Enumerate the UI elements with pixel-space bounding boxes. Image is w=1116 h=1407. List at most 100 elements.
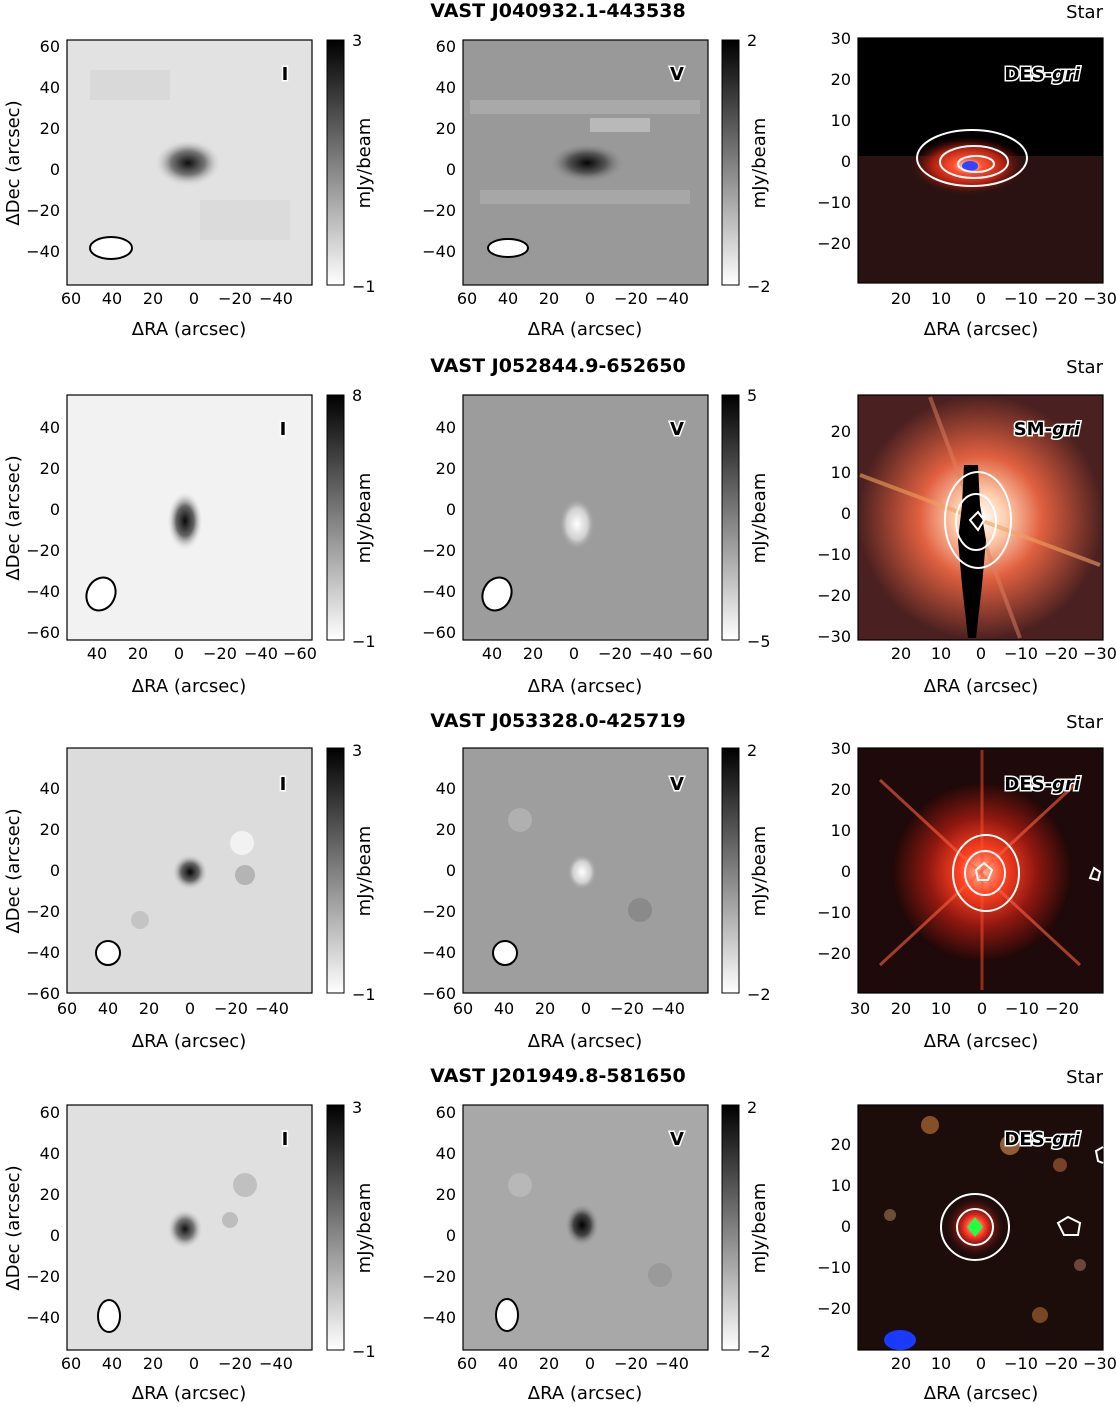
classification-label: Star	[1066, 712, 1103, 733]
stokes-i-panel: I 60 40 20 0 −20 −40 60 40 20 0 −20 −40	[3, 37, 313, 340]
svg-text:−2: −2	[747, 985, 771, 1004]
x-axis-label: ΔRA (arcsec)	[924, 676, 1038, 697]
x-axis-ticks: 20 10 0 −10 −20 −30	[891, 1354, 1116, 1373]
svg-text:20: 20	[831, 1135, 851, 1154]
x-axis-ticks: 40 20 0 −20 −40 −60	[482, 644, 713, 663]
svg-text:40: 40	[436, 1144, 456, 1163]
svg-text:20: 20	[436, 459, 456, 478]
svg-text:−30: −30	[817, 627, 851, 646]
svg-text:20: 20	[891, 1354, 911, 1373]
svg-text:40: 40	[98, 999, 118, 1018]
row-title: VAST J052844.9-652650	[430, 355, 686, 377]
x-axis-label: ΔRA (arcsec)	[528, 1031, 642, 1052]
svg-text:−20: −20	[817, 1299, 851, 1318]
x-axis-ticks: 60 40 20 0 −20 −40	[57, 999, 289, 1018]
svg-text:20: 20	[143, 1354, 163, 1373]
stokes-i-colorbar: 3 −1 mJy/beam	[326, 1098, 376, 1361]
svg-text:−20: −20	[817, 586, 851, 605]
svg-text:−40: −40	[422, 582, 456, 601]
contour	[1056, 1215, 1082, 1236]
x-axis-label: ΔRA (arcsec)	[132, 1383, 246, 1404]
svg-text:0: 0	[841, 152, 851, 171]
svg-text:2: 2	[747, 741, 757, 760]
row-2: VAST J052844.9-652650 Star I	[0, 355, 1116, 710]
svg-text:−40: −40	[259, 1354, 293, 1373]
classification-label: Star	[1066, 1067, 1103, 1088]
svg-text:−20: −20	[26, 1267, 60, 1286]
stokes-v-colorbar: 2 −2 mJy/beam	[721, 31, 771, 296]
svg-text:0: 0	[585, 289, 595, 308]
row-panels: I 60 40 20 0 −20 −40 60 40 20 0 −20 −40	[3, 29, 1116, 340]
svg-text:30: 30	[850, 999, 870, 1018]
row-panels: I 60 40 20 0 −20 −40 60 40 20 0 −20 −40	[3, 1098, 1116, 1404]
svg-text:−20: −20	[26, 201, 60, 220]
svg-text:40: 40	[436, 78, 456, 97]
stokes-i-panel: I 60 40 20 0 −20 −40 60 40 20 0 −20 −40	[3, 1103, 313, 1404]
svg-text:−1: −1	[352, 985, 376, 1004]
svg-text:60: 60	[40, 1103, 60, 1122]
svg-text:20: 20	[139, 999, 159, 1018]
svg-text:20: 20	[891, 289, 911, 308]
svg-text:0: 0	[174, 644, 184, 663]
svg-text:0: 0	[446, 500, 456, 519]
contour	[955, 493, 997, 551]
beam-ellipse	[492, 940, 518, 966]
x-axis-label: ΔRA (arcsec)	[528, 1383, 642, 1404]
svg-text:0: 0	[446, 160, 456, 179]
y-axis-ticks: 20 10 0 −10 −20 −30	[817, 422, 851, 646]
y-axis-ticks: 60 40 20 0 −20 −40	[26, 37, 60, 261]
svg-text:20: 20	[891, 999, 911, 1018]
y-axis-ticks: 60 40 20 0 −20 −40	[422, 1103, 456, 1327]
svg-text:−30: −30	[1083, 289, 1116, 308]
svg-text:40: 40	[482, 644, 502, 663]
contour	[939, 145, 1009, 179]
svg-text:10: 10	[831, 463, 851, 482]
svg-text:60: 60	[57, 999, 77, 1018]
svg-text:0: 0	[50, 1226, 60, 1245]
svg-text:40: 40	[498, 1354, 518, 1373]
stokes-v-panel: V 40 20 0 −20 −40 −60 60 40 20 0 −20 −40	[422, 747, 709, 1052]
svg-text:20: 20	[831, 70, 851, 89]
svg-text:3: 3	[352, 741, 362, 760]
row-4: VAST J201949.8-581650 Star I	[0, 1065, 1116, 1407]
svg-text:−1: −1	[352, 277, 376, 296]
colorbar-label: mJy/beam	[354, 1183, 375, 1274]
svg-text:−5: −5	[747, 632, 771, 651]
stokes-i-colorbar: 3 −1 mJy/beam	[326, 31, 376, 296]
colorbar-label: mJy/beam	[749, 1183, 770, 1274]
svg-text:−10: −10	[1005, 999, 1039, 1018]
svg-text:10: 10	[831, 821, 851, 840]
y-axis-ticks: 40 20 0 −20 −40 −60	[26, 418, 60, 642]
svg-text:−10: −10	[817, 545, 851, 564]
svg-text:20: 20	[539, 289, 559, 308]
x-axis-label: ΔRA (arcsec)	[132, 319, 246, 340]
x-axis-ticks: 60 40 20 0 −20 −40	[61, 289, 293, 308]
svg-text:−10: −10	[1004, 1354, 1038, 1373]
stokes-i-tag: I	[282, 64, 289, 85]
svg-text:−40: −40	[244, 644, 278, 663]
stokes-i-colorbar: 3 −1 mJy/beam	[326, 741, 376, 1004]
svg-text:40: 40	[40, 78, 60, 97]
svg-text:−20: −20	[26, 902, 60, 921]
svg-text:60: 60	[40, 37, 60, 56]
svg-text:−40: −40	[422, 943, 456, 962]
svg-text:10: 10	[931, 999, 951, 1018]
masked-column	[958, 465, 986, 638]
svg-text:0: 0	[977, 999, 987, 1018]
svg-text:0: 0	[976, 1354, 986, 1373]
svg-text:−40: −40	[26, 943, 60, 962]
svg-text:−30: −30	[1083, 644, 1116, 663]
optical-panel: SM-gri 20 10 0 −10 −20 −30 20 10 0 −10 −…	[817, 394, 1116, 697]
svg-text:8: 8	[352, 386, 362, 405]
svg-text:20: 20	[40, 820, 60, 839]
classification-label: Star	[1066, 2, 1103, 23]
stokes-v-tag: V	[670, 419, 684, 440]
stokes-i-panel: I 40 20 0 −20 −40 −60 40 20 0 −20 −40 −6…	[3, 394, 317, 697]
svg-text:10: 10	[931, 644, 951, 663]
svg-text:60: 60	[61, 1354, 81, 1373]
stokes-v-tag: V	[670, 64, 684, 85]
svg-text:20: 20	[831, 422, 851, 441]
y-axis-ticks: 20 10 0 −10 −20	[817, 1135, 851, 1318]
svg-text:3: 3	[352, 31, 362, 50]
stokes-v-colorbar: 5 −5 mJy/beam	[721, 386, 771, 651]
